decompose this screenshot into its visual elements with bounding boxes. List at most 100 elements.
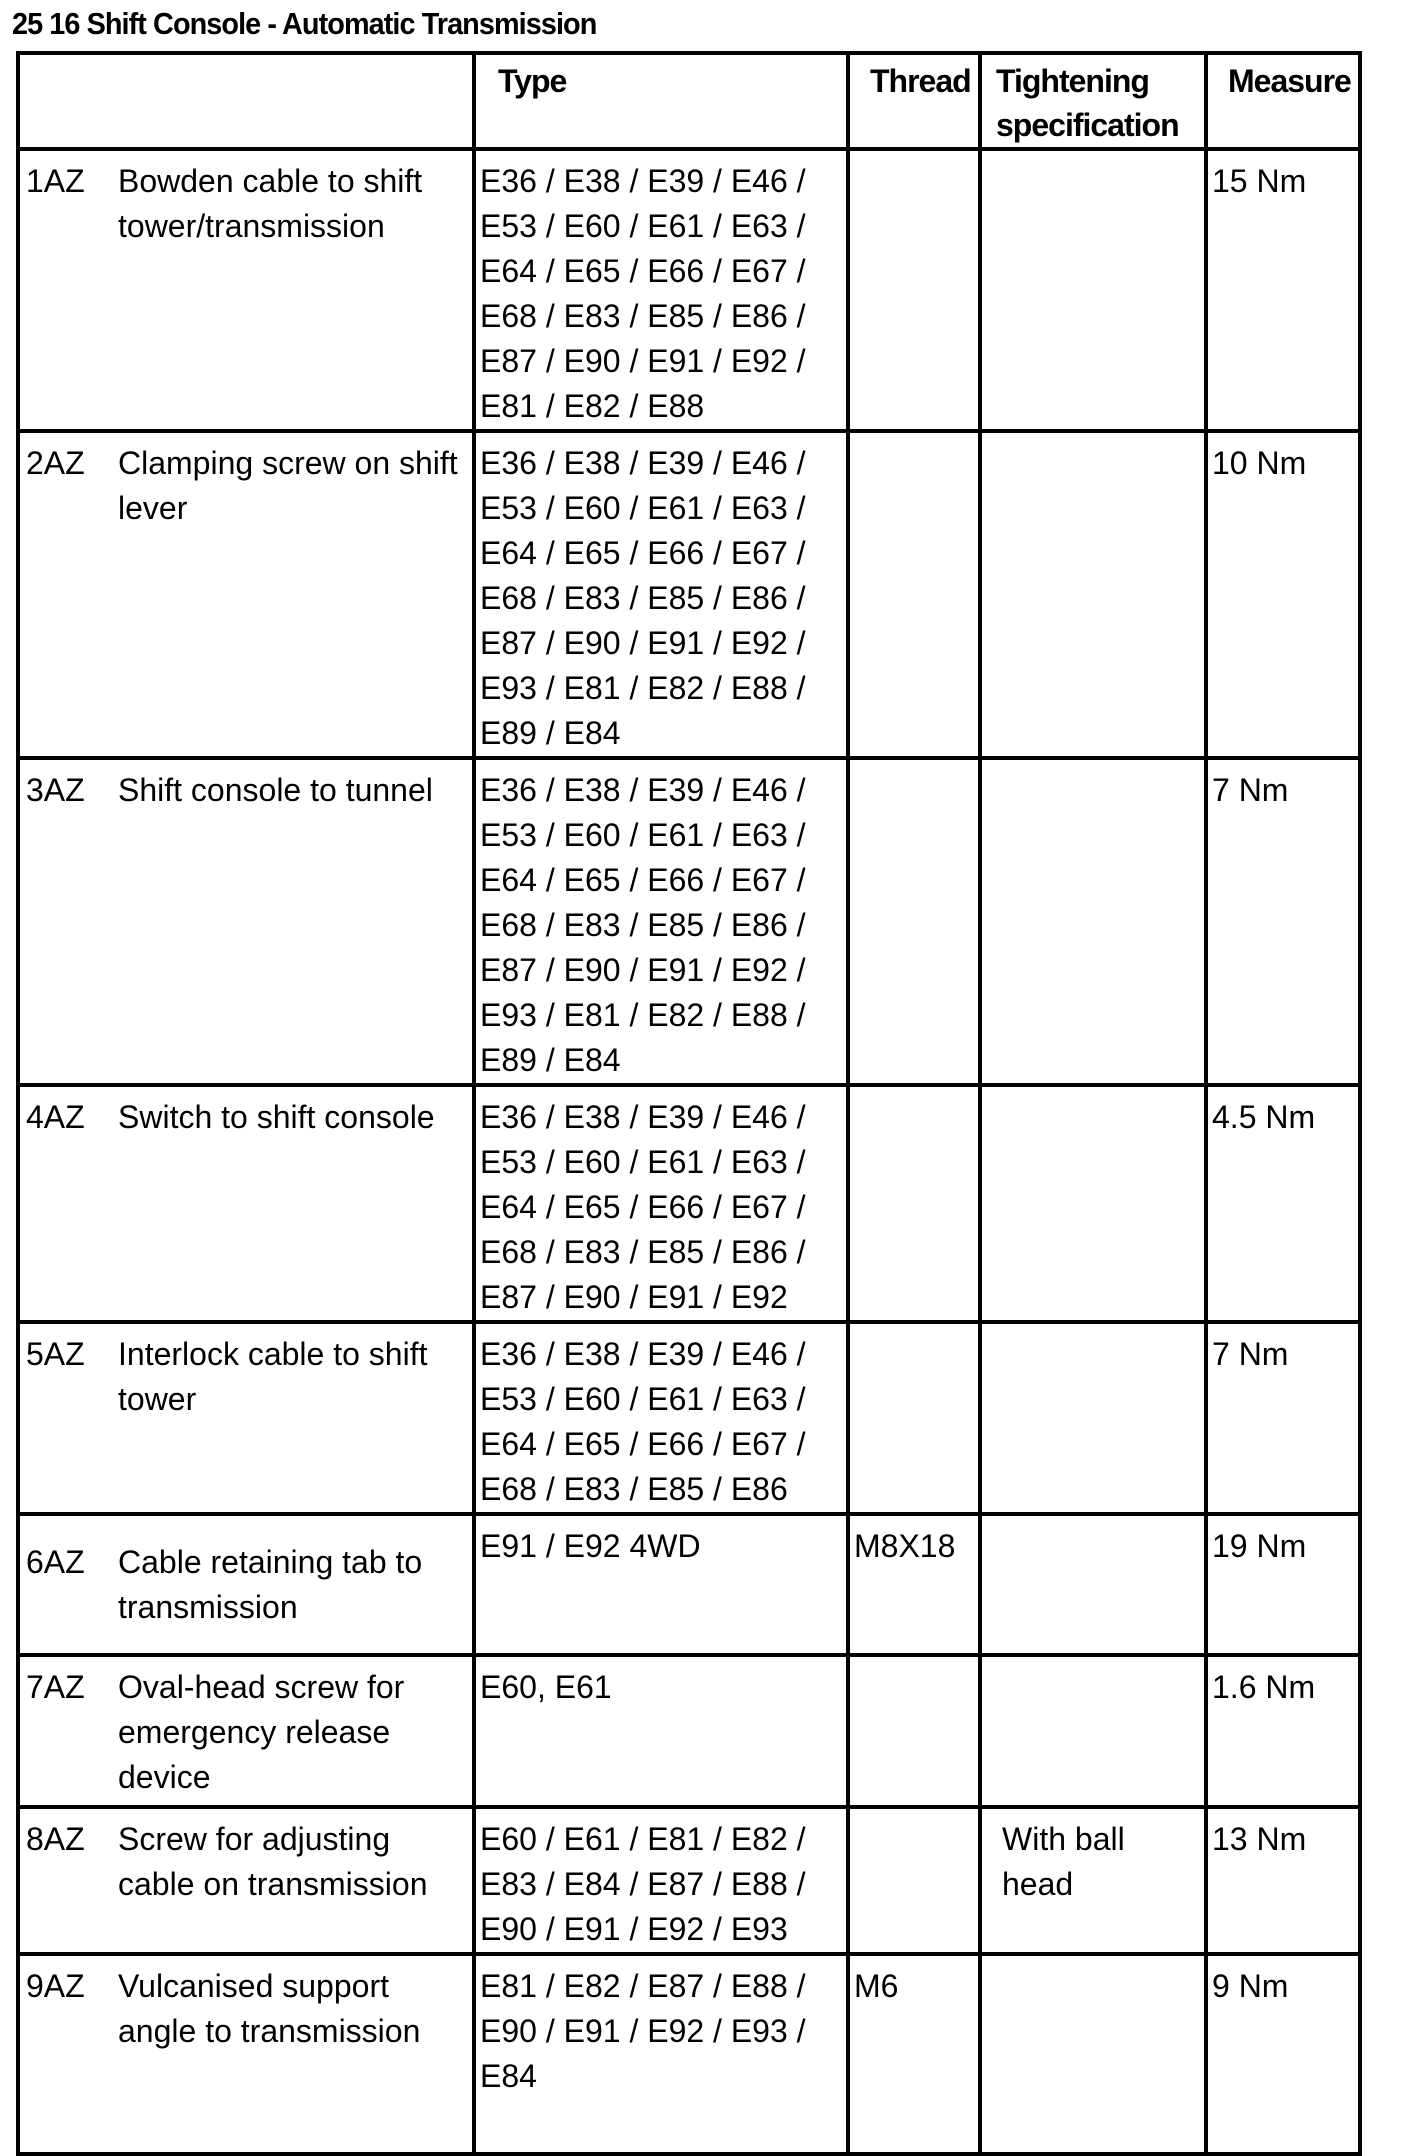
type-cell: E36 / E38 / E39 / E46 / E53 / E60 / E61 … — [472, 147, 850, 433]
thread-cell: M6 — [846, 1952, 982, 2156]
item-cell: 2AZ Clamping screw on shift lever — [16, 429, 476, 760]
measure-cell: 9 Nm — [1204, 1952, 1362, 2156]
item-description: Interlock cable to shift tower — [118, 1336, 428, 1417]
tightening-cell — [978, 1653, 1208, 1809]
item-cell: 6AZ Cable retaining tab to transmission — [16, 1512, 476, 1657]
item-number: 7AZ — [26, 1669, 85, 1705]
type-cell: E60, E61 — [472, 1653, 850, 1809]
table-row: 7AZ Oval-head screw for emergency release… — [16, 1653, 1362, 1809]
type-cell: E81 / E82 / E87 / E88 / E90 / E91 / E92 … — [472, 1952, 850, 2156]
item-cell: 8AZ Screw for adjusting cable on transmis… — [16, 1805, 476, 1956]
thread-value — [850, 1324, 978, 1332]
thread-cell — [846, 1083, 982, 1324]
table-row: 8AZ Screw for adjusting cable on transmis… — [16, 1805, 1362, 1956]
measure-cell: 19 Nm — [1204, 1512, 1362, 1657]
thread-value — [850, 1087, 978, 1095]
header-type: Type — [472, 51, 850, 151]
tightening-cell: With ball head — [978, 1805, 1208, 1956]
item-cell: 9AZ Vulcanised support angle to transmiss… — [16, 1952, 476, 2156]
torque-value: 7 Nm — [1212, 1336, 1289, 1372]
item-description: Switch to shift console — [118, 1099, 435, 1135]
torque-value: 19 Nm — [1212, 1528, 1307, 1564]
vehicle-types: E36 / E38 / E39 / E46 / E53 / E60 / E61 … — [480, 163, 806, 424]
thread-cell — [846, 1653, 982, 1809]
torque-value: 10 Nm — [1212, 445, 1307, 481]
measure-cell: 1.6 Nm — [1204, 1653, 1362, 1809]
tightening-spec — [982, 433, 1204, 441]
measure-cell: 10 Nm — [1204, 429, 1362, 760]
tightening-spec — [982, 1516, 1204, 1524]
type-cell: E36 / E38 / E39 / E46 / E53 / E60 / E61 … — [472, 756, 850, 1087]
tightening-spec — [982, 1324, 1204, 1332]
table-row: 6AZ Cable retaining tab to transmission E9… — [16, 1512, 1362, 1657]
item-cell: 3AZ Shift console to tunnel — [16, 756, 476, 1087]
header-label — [16, 51, 476, 151]
thread-value — [850, 151, 978, 159]
table-header-row: Type Thread Tightening specification Mea… — [16, 51, 1362, 151]
thread-cell: M8X18 — [846, 1512, 982, 1657]
thread-cell — [846, 429, 982, 760]
tightening-spec — [982, 760, 1204, 768]
table-row: 1AZ Bowden cable to shift tower/transmiss… — [16, 147, 1362, 433]
tightening-cell — [978, 147, 1208, 433]
item-description: Cable retaining tab to transmission — [118, 1543, 423, 1625]
item-number: 3AZ — [26, 772, 85, 808]
tightening-cell — [978, 1512, 1208, 1657]
item-number: 6AZ — [26, 1543, 85, 1580]
item-number: 2AZ — [26, 445, 85, 481]
header-thread: Thread — [846, 51, 982, 151]
tightening-cell — [978, 429, 1208, 760]
vehicle-types: E36 / E38 / E39 / E46 / E53 / E60 / E61 … — [480, 1336, 806, 1507]
thread-value: M6 — [854, 1968, 899, 2004]
tightening-spec: With ball head — [1002, 1821, 1125, 1902]
vehicle-types: E91 / E92 4WD — [480, 1528, 701, 1564]
torque-value: 7 Nm — [1212, 772, 1289, 808]
type-cell: E36 / E38 / E39 / E46 / E53 / E60 / E61 … — [472, 1083, 850, 1324]
vehicle-types: E36 / E38 / E39 / E46 / E53 / E60 / E61 … — [480, 772, 806, 1078]
table-row: 3AZ Shift console to tunnel E36 / E38 / E3… — [16, 756, 1362, 1087]
item-cell: 5AZ Interlock cable to shift tower — [16, 1320, 476, 1516]
tightening-cell — [978, 1952, 1208, 2156]
item-number: 4AZ — [26, 1099, 85, 1135]
tightening-cell — [978, 1083, 1208, 1324]
vehicle-types: E36 / E38 / E39 / E46 / E53 / E60 / E61 … — [480, 1099, 806, 1315]
item-number: 8AZ — [26, 1821, 85, 1857]
item-description: Screw for adjusting cable on transmissio… — [118, 1821, 428, 1902]
vehicle-types: E81 / E82 / E87 / E88 / E90 / E91 / E92 … — [480, 1968, 806, 2094]
item-description: Oval-head screw for emergency release de… — [118, 1669, 405, 1795]
table-row: 5AZ Interlock cable to shift tower E36 / E… — [16, 1320, 1362, 1516]
type-cell: E36 / E38 / E39 / E46 / E53 / E60 / E61 … — [472, 1320, 850, 1516]
type-cell: E36 / E38 / E39 / E46 / E53 / E60 / E61 … — [472, 429, 850, 760]
item-number: 9AZ — [26, 1968, 85, 2004]
tightening-spec — [982, 1657, 1204, 1665]
thread-cell — [846, 1320, 982, 1516]
type-cell: E60 / E61 / E81 / E82 / E83 / E84 / E87 … — [472, 1805, 850, 1956]
tightening-cell — [978, 756, 1208, 1087]
table-row: 2AZ Clamping screw on shift lever E36 / E3… — [16, 429, 1362, 760]
item-description: Bowden cable to shift tower/transmission — [118, 163, 423, 244]
table-row: 9AZ Vulcanised support angle to transmiss… — [16, 1952, 1362, 2156]
torque-spec-table: Type Thread Tightening specification Mea… — [16, 51, 1362, 2156]
thread-value — [850, 1657, 978, 1665]
table-row: 4AZ Switch to shift console E36 / E38 / E3… — [16, 1083, 1362, 1324]
torque-value: 9 Nm — [1212, 1968, 1289, 2004]
thread-cell — [846, 147, 982, 433]
torque-value: 13 Nm — [1212, 1821, 1307, 1857]
item-cell: 1AZ Bowden cable to shift tower/transmiss… — [16, 147, 476, 433]
thread-value: M8X18 — [854, 1528, 956, 1564]
torque-value: 1.6 Nm — [1212, 1669, 1316, 1705]
vehicle-types: E60, E61 — [480, 1669, 612, 1705]
tightening-spec — [982, 1956, 1204, 1964]
header-measure: Measure — [1204, 51, 1362, 151]
item-number: 1AZ — [26, 163, 85, 199]
measure-cell: 13 Nm — [1204, 1805, 1362, 1956]
tightening-spec — [982, 1087, 1204, 1095]
thread-cell — [846, 1805, 982, 1956]
measure-cell: 4.5 Nm — [1204, 1083, 1362, 1324]
header-tightening: Tightening specification — [978, 51, 1208, 151]
measure-cell: 7 Nm — [1204, 1320, 1362, 1516]
item-cell: 4AZ Switch to shift console — [16, 1083, 476, 1324]
item-number: 5AZ — [26, 1336, 85, 1372]
item-description: Shift console to tunnel — [118, 772, 433, 808]
torque-value: 15 Nm — [1212, 163, 1307, 199]
